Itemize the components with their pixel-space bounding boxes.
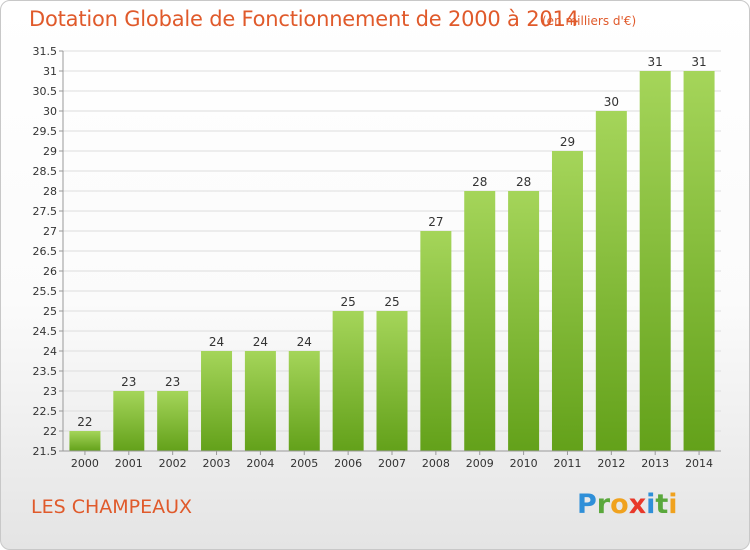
y-tick-label: 30 <box>43 105 57 118</box>
y-tick-label: 29.5 <box>33 125 58 138</box>
data-labels: 22 23 23 24 24 24 25 25 27 28 28 29 30 31 31 <box>77 55 706 429</box>
y-tick-label: 31 <box>43 65 57 78</box>
commune-name: LES CHAMPEAUX <box>31 496 193 518</box>
chart-title: Dotation Globale de Fonctionnement de 20… <box>29 7 579 31</box>
bar-2000 <box>69 431 101 451</box>
value-label: 31 <box>648 55 663 69</box>
bar-2001 <box>113 391 145 451</box>
y-tick-label: 31.5 <box>33 45 58 58</box>
x-tick-label: 2000 <box>71 457 99 470</box>
x-tick-label: 2007 <box>378 457 406 470</box>
y-tick-label: 28 <box>43 185 57 198</box>
logo-letter: r <box>596 489 611 520</box>
bars <box>69 71 715 451</box>
value-label: 28 <box>516 175 531 189</box>
bar-2004 <box>244 351 276 451</box>
y-tick-label: 25 <box>43 305 57 318</box>
axes: 21.5 22 22.5 23 23.5 24 24.5 25 25.5 26 26.5 27 27.5… <box>33 45 721 470</box>
x-tick-label: 2008 <box>422 457 450 470</box>
logo-letter: o <box>610 489 629 520</box>
value-label: 25 <box>340 295 355 309</box>
logo-letter: P <box>577 489 597 520</box>
x-tick-label: 2012 <box>597 457 625 470</box>
x-tick-label: 2009 <box>466 457 494 470</box>
bar-2002 <box>157 391 189 451</box>
value-label: 24 <box>297 335 312 349</box>
bar-2014 <box>683 71 715 451</box>
value-label: 27 <box>428 215 443 229</box>
x-tick-label: 2003 <box>203 457 231 470</box>
x-tick-label: 2010 <box>510 457 538 470</box>
logo-letter: i <box>646 489 656 520</box>
x-tick-label: 2002 <box>159 457 187 470</box>
chart-unit: (en milliers d'€) <box>542 14 637 28</box>
logo-letter: t <box>655 489 669 520</box>
y-tick-label: 29 <box>43 145 57 158</box>
y-tick-label: 26 <box>43 265 57 278</box>
y-tick-label: 23.5 <box>33 365 58 378</box>
x-tick-label: 2013 <box>641 457 669 470</box>
bar-2009 <box>464 191 496 451</box>
bar-2012 <box>595 111 627 451</box>
y-tick-label: 21.5 <box>33 445 58 458</box>
logo-letter: x <box>628 489 647 520</box>
value-label: 23 <box>121 375 136 389</box>
value-label: 30 <box>604 95 619 109</box>
x-tick-label: 2005 <box>290 457 318 470</box>
y-tick-label: 27.5 <box>33 205 58 218</box>
value-label: 25 <box>384 295 399 309</box>
proxiti-logo: Proxiti <box>577 489 678 520</box>
x-tick-label: 2011 <box>553 457 581 470</box>
y-tick-label: 24.5 <box>33 325 58 338</box>
value-label: 23 <box>165 375 180 389</box>
x-tick-label: 2014 <box>685 457 713 470</box>
bar-2007 <box>376 311 408 451</box>
y-tick-label: 30.5 <box>33 85 58 98</box>
bar-2011 <box>551 151 583 451</box>
logo-letter: i <box>668 489 678 520</box>
x-tick-label: 2004 <box>246 457 274 470</box>
x-tick-label: 2001 <box>115 457 143 470</box>
y-tick-label: 26.5 <box>33 245 58 258</box>
bar-2003 <box>201 351 233 451</box>
y-tick-label: 27 <box>43 225 57 238</box>
value-label: 22 <box>77 415 92 429</box>
bar-2010 <box>508 191 540 451</box>
bar-2008 <box>420 231 452 451</box>
x-tick-label: 2006 <box>334 457 362 470</box>
y-tick-label: 23 <box>43 385 57 398</box>
value-label: 31 <box>691 55 706 69</box>
value-label: 24 <box>253 335 268 349</box>
y-tick-label: 22.5 <box>33 405 58 418</box>
y-tick-label: 25.5 <box>33 285 58 298</box>
y-tick-label: 24 <box>43 345 57 358</box>
value-label: 28 <box>472 175 487 189</box>
bar-2013 <box>639 71 671 451</box>
y-tick-label: 28.5 <box>33 165 58 178</box>
bar-2005 <box>288 351 320 451</box>
value-label: 24 <box>209 335 224 349</box>
bar-2006 <box>332 311 364 451</box>
value-label: 29 <box>560 135 575 149</box>
y-tick-label: 22 <box>43 425 57 438</box>
